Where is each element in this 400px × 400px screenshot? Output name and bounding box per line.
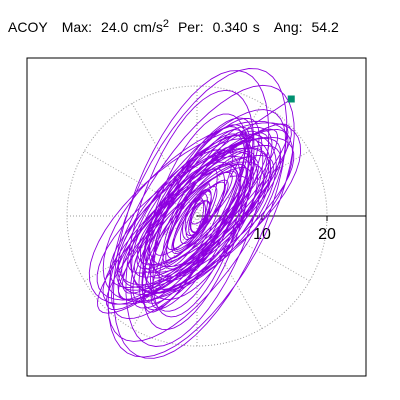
grid-spoke (196, 215, 263, 329)
orbit-path (88, 68, 302, 359)
x-tick-label: 10 (253, 226, 271, 243)
angle-value: 54.2 (311, 19, 339, 35)
chart-header: ACOY Max: 24.0 cm/s2 Per: 0.340 s Ang: 54.2 (8, 18, 339, 35)
max-value: 24.0 (101, 19, 129, 35)
period-label: Per: (177, 19, 204, 35)
end-marker (287, 95, 295, 103)
period-value: 0.340 (212, 19, 248, 35)
end-marker-group (287, 95, 295, 103)
max-unit: cm/s (133, 19, 163, 35)
max-unit-exponent: 2 (162, 18, 169, 30)
orbit-trace (88, 68, 302, 359)
angle-label: Ang: (273, 19, 303, 35)
period-unit: s (252, 19, 260, 35)
channel-label: ACOY (8, 19, 48, 35)
x-tick-label: 20 (318, 226, 336, 243)
plot-frame (26, 57, 367, 377)
max-label: Max: (61, 19, 93, 35)
